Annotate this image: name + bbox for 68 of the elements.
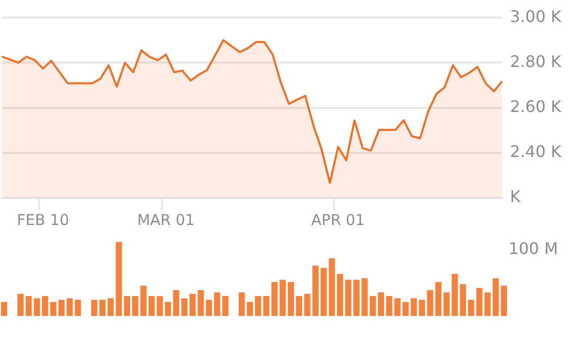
bar — [484, 292, 491, 316]
bar — [74, 300, 81, 316]
bar — [140, 286, 146, 316]
bar — [255, 296, 262, 316]
bar — [402, 302, 409, 316]
x-tick-label: MAR 01 — [137, 210, 195, 229]
bar — [418, 300, 426, 316]
bar — [42, 296, 48, 316]
bar — [58, 300, 65, 316]
bar — [410, 298, 417, 316]
x-tick-label: APR 01 — [311, 210, 365, 229]
bar — [206, 300, 212, 316]
bar — [148, 296, 155, 316]
bar — [132, 296, 138, 316]
bar — [17, 294, 24, 316]
bar — [328, 258, 335, 316]
bar — [246, 302, 253, 316]
bar — [386, 296, 392, 316]
bar — [443, 292, 450, 316]
bar — [362, 278, 368, 316]
bar — [116, 242, 122, 316]
y-tick-label: 2.80 K — [510, 52, 562, 71]
y-tick-label: 2.40 K — [510, 142, 562, 162]
bar — [320, 268, 327, 316]
bar — [280, 280, 286, 316]
bar — [476, 288, 482, 316]
bar — [66, 298, 73, 316]
bar — [214, 292, 220, 316]
bar — [378, 292, 384, 316]
bar — [108, 298, 114, 316]
bar — [156, 296, 163, 316]
bar — [34, 298, 40, 316]
bar — [164, 302, 172, 316]
bar — [26, 296, 32, 316]
bar — [1, 302, 8, 316]
bar — [222, 296, 228, 316]
bar — [460, 284, 466, 316]
y-tick-label: 2.60 K — [510, 96, 562, 116]
bar — [173, 290, 180, 316]
bar — [238, 292, 245, 316]
bar — [181, 298, 188, 316]
bar — [271, 282, 278, 316]
bar — [427, 290, 434, 316]
bar — [99, 300, 106, 316]
bar — [492, 278, 499, 316]
bar — [500, 286, 507, 316]
bar — [198, 290, 204, 316]
bar — [394, 298, 400, 316]
x-tick-label: FEB 10 — [16, 210, 70, 229]
bar — [91, 300, 98, 316]
y-tick-label: 3.00 K — [510, 6, 562, 26]
y-tick-label: K — [510, 187, 521, 206]
bar — [189, 294, 196, 316]
bar — [370, 296, 376, 316]
bar — [452, 274, 458, 316]
bar — [124, 296, 130, 316]
bar — [468, 300, 474, 316]
bar — [304, 294, 310, 316]
bar — [336, 274, 344, 316]
bar — [312, 266, 319, 316]
text: 100 M — [508, 239, 558, 258]
bar — [353, 280, 360, 316]
bar — [435, 282, 442, 316]
bar — [50, 302, 56, 316]
bar — [288, 282, 294, 316]
bar — [345, 280, 352, 316]
bar — [263, 296, 270, 316]
bar — [296, 296, 302, 316]
